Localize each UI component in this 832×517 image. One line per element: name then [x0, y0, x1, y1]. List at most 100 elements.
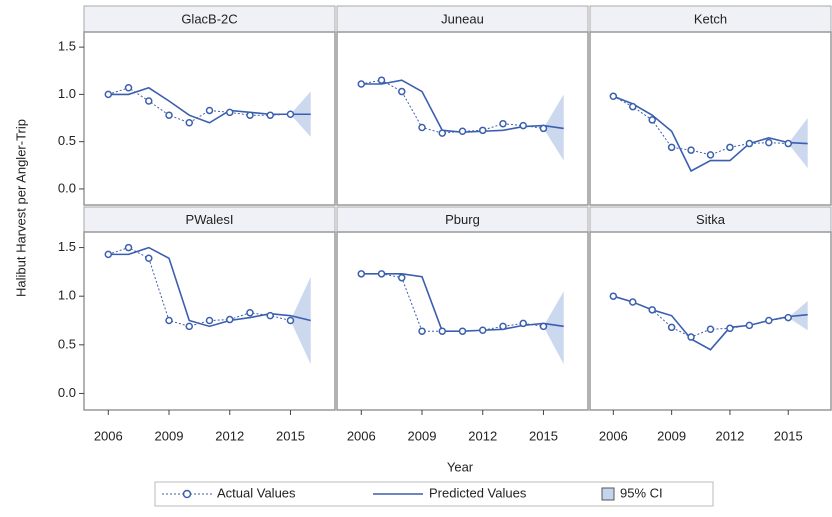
- actual-marker: [266, 111, 274, 119]
- actual-marker: [667, 323, 676, 332]
- actual-marker: [286, 110, 295, 118]
- actual-marker: [745, 321, 754, 330]
- panel-frame: [83, 31, 336, 206]
- actual-marker: [784, 313, 792, 322]
- actual-marker: [687, 146, 695, 154]
- panel-title: Juneau: [441, 11, 484, 26]
- actual-marker: [438, 327, 447, 335]
- actual-marker: [745, 139, 754, 148]
- panel-header: [589, 5, 832, 33]
- actual-marker: [438, 129, 447, 137]
- x-tick-label: 2015: [529, 428, 558, 443]
- x-tick-label: 2006: [347, 428, 376, 443]
- y-tick-label: 0.5: [58, 133, 76, 148]
- panel-title: GlacB-2C: [181, 11, 237, 26]
- actual-marker: [629, 298, 637, 306]
- actual-marker: [519, 121, 527, 130]
- actual-marker: [225, 315, 234, 324]
- actual-marker: [377, 76, 386, 84]
- actual-marker: [648, 306, 656, 314]
- panel-header: [336, 5, 589, 33]
- actual-marker: [377, 270, 386, 278]
- actual-marker: [687, 333, 695, 341]
- panel-header: [83, 206, 336, 233]
- actual-marker: [765, 138, 773, 147]
- actual-marker: [145, 97, 153, 105]
- panel-header: [336, 206, 589, 233]
- x-axis-label: Year: [447, 459, 474, 474]
- actual-marker: [104, 90, 113, 99]
- y-tick-label: 1.5: [58, 39, 76, 54]
- actual-marker: [478, 326, 487, 334]
- actual-marker: [418, 327, 426, 335]
- legend-ci-swatch: [601, 487, 615, 501]
- actual-marker: [185, 119, 194, 127]
- actual-marker: [225, 108, 234, 117]
- x-tick-label: 2015: [774, 428, 803, 443]
- actual-marker: [499, 322, 507, 331]
- actual-marker: [539, 322, 548, 331]
- y-tick-label: 0.5: [58, 336, 76, 351]
- panel-frame: [336, 31, 589, 206]
- actual-marker: [246, 308, 254, 317]
- actual-line: [361, 273, 544, 332]
- actual-marker: [765, 316, 773, 325]
- actual-marker: [205, 316, 214, 325]
- actual-marker: [266, 311, 274, 320]
- actual-marker: [726, 143, 734, 152]
- actual-marker: [784, 139, 792, 148]
- y-axis-label: Halibut Harvest per Angler-Trip: [13, 119, 28, 297]
- actual-marker: [185, 322, 194, 331]
- x-tick-label: 2012: [468, 428, 497, 443]
- y-tick-label: 1.0: [58, 86, 76, 101]
- legend-label: Predicted Values: [429, 485, 527, 500]
- actual-marker: [398, 87, 406, 96]
- actual-marker: [609, 292, 618, 300]
- actual-marker: [124, 243, 133, 252]
- panel-frame: [589, 231, 832, 411]
- actual-marker: [519, 319, 527, 328]
- actual-marker: [458, 327, 467, 335]
- predicted-line: [613, 95, 808, 173]
- panel-frame: [589, 31, 832, 206]
- actual-marker: [706, 325, 715, 334]
- panel-title: PWalesI: [186, 212, 234, 227]
- y-tick-label: 1.5: [58, 239, 76, 254]
- actual-marker: [104, 250, 113, 259]
- panel-title: Pburg: [445, 212, 480, 227]
- actual-marker: [205, 106, 214, 115]
- actual-marker: [706, 151, 715, 159]
- y-tick-label: 1.0: [58, 288, 76, 303]
- actual-marker: [124, 84, 133, 92]
- panel-title: Ketch: [694, 11, 727, 26]
- legend-label: 95% CI: [620, 485, 663, 500]
- actual-marker: [357, 270, 366, 278]
- x-tick-label: 2009: [408, 428, 437, 443]
- legend-actual-marker: [182, 489, 192, 499]
- predicted-line: [108, 246, 311, 328]
- x-tick-label: 2006: [94, 428, 123, 443]
- actual-marker: [145, 254, 153, 263]
- actual-marker: [726, 324, 734, 333]
- legend-box: [154, 481, 714, 507]
- x-tick-label: 2012: [215, 428, 244, 443]
- y-tick-label: 0.0: [58, 385, 76, 400]
- actual-line: [361, 79, 544, 134]
- actual-line: [108, 247, 291, 327]
- x-tick-label: 2012: [715, 428, 744, 443]
- actual-marker: [629, 102, 637, 111]
- actual-marker: [418, 123, 426, 132]
- actual-marker: [357, 80, 366, 88]
- actual-marker: [478, 126, 487, 135]
- x-tick-label: 2009: [657, 428, 686, 443]
- actual-marker: [398, 273, 406, 282]
- x-tick-label: 2009: [155, 428, 184, 443]
- panel-frame: [336, 231, 589, 411]
- actual-line: [108, 87, 291, 124]
- ci-band: [543, 291, 564, 365]
- y-tick-label: 0.0: [58, 180, 76, 195]
- actual-marker: [458, 127, 467, 136]
- legend-label: Actual Values: [217, 485, 296, 500]
- ci-band: [290, 276, 311, 365]
- actual-marker: [165, 111, 173, 119]
